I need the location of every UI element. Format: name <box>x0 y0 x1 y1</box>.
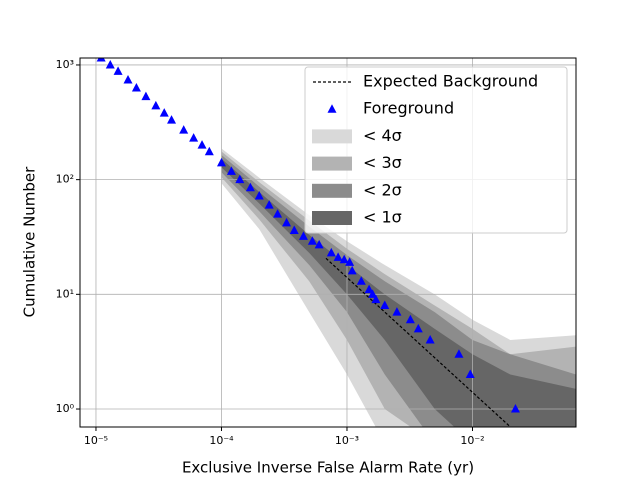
legend-swatch <box>327 104 337 113</box>
foreground-point <box>465 369 475 378</box>
foreground-point <box>510 404 520 413</box>
ticks: 10⁻⁵ 10⁻⁴ 10⁻³ 10⁻² 10⁰ 10¹ 10² 10³ <box>56 58 485 447</box>
y-tick-label: 10¹ <box>56 287 74 300</box>
foreground-point <box>179 125 189 134</box>
foreground-point <box>96 58 106 62</box>
foreground-point <box>273 209 283 218</box>
foreground-point <box>189 133 199 142</box>
foreground-point <box>245 182 255 192</box>
foreground-point <box>289 225 299 235</box>
grid <box>80 58 576 427</box>
foreground-point <box>264 200 274 209</box>
foreground-point <box>368 289 378 298</box>
foreground-point <box>226 166 236 175</box>
legend-swatch <box>312 156 352 171</box>
foreground-point <box>235 174 245 184</box>
legend: Expected Background Foreground < 4σ < 3σ < 2… <box>304 66 568 234</box>
foreground-point <box>345 257 355 266</box>
foreground-point <box>405 314 415 324</box>
foreground-point <box>167 115 177 124</box>
foreground-point <box>105 59 115 69</box>
legend-label: < 1σ <box>363 208 402 227</box>
legend-label: < 2σ <box>363 180 402 199</box>
foreground-point <box>326 247 336 257</box>
plot-frame <box>79 57 577 428</box>
foreground-point <box>254 191 264 200</box>
sigma-band <box>221 155 576 427</box>
y-tick-label: 10³ <box>56 58 74 71</box>
foreground-point <box>425 334 435 344</box>
legend-box <box>304 66 568 234</box>
foreground-point <box>151 100 161 110</box>
legend-swatch <box>312 129 352 144</box>
x-axis-label: Exclusive Inverse False Alarm Rate (yr) <box>182 459 474 477</box>
foreground-point <box>123 74 133 84</box>
legend-label: Expected Background <box>363 72 538 91</box>
legend-label: < 4σ <box>363 126 402 145</box>
foreground-point <box>371 294 381 304</box>
foreground-point <box>356 276 366 285</box>
x-tick-label: 10⁻⁵ <box>84 434 108 447</box>
foreground-point <box>413 323 423 333</box>
x-tick-label: 10⁻³ <box>335 434 359 447</box>
foreground-point <box>113 66 123 75</box>
foreground-point <box>347 265 357 275</box>
foreground-point <box>392 307 402 316</box>
foreground-point <box>204 146 214 156</box>
foreground-point <box>307 236 317 245</box>
foreground-point <box>454 349 464 358</box>
foreground-point <box>131 82 141 92</box>
y-tick-label: 10² <box>56 173 74 186</box>
foreground-point <box>333 252 343 261</box>
expected-line <box>325 257 511 427</box>
foreground-point <box>380 300 390 309</box>
foreground-point <box>141 91 151 101</box>
foreground-point <box>314 239 324 249</box>
legend-label: < 3σ <box>363 153 402 172</box>
marks <box>96 58 520 427</box>
foreground-point <box>197 140 207 149</box>
sigma-band <box>221 158 576 427</box>
foreground-point <box>282 217 292 227</box>
foreground-point <box>216 157 226 167</box>
foreground-point <box>339 254 349 264</box>
y-tick-label: 10⁰ <box>56 402 75 415</box>
x-tick-label: 10⁻² <box>460 434 484 447</box>
foreground-point <box>159 108 169 117</box>
legend-swatch <box>312 211 352 225</box>
foreground-point <box>364 284 374 294</box>
x-tick-label: 10⁻⁴ <box>209 434 234 447</box>
legend-swatch <box>312 183 352 198</box>
foreground-point <box>298 231 308 240</box>
legend-label: Foreground <box>363 99 454 118</box>
y-axis-label: Cumulative Number <box>21 166 39 317</box>
